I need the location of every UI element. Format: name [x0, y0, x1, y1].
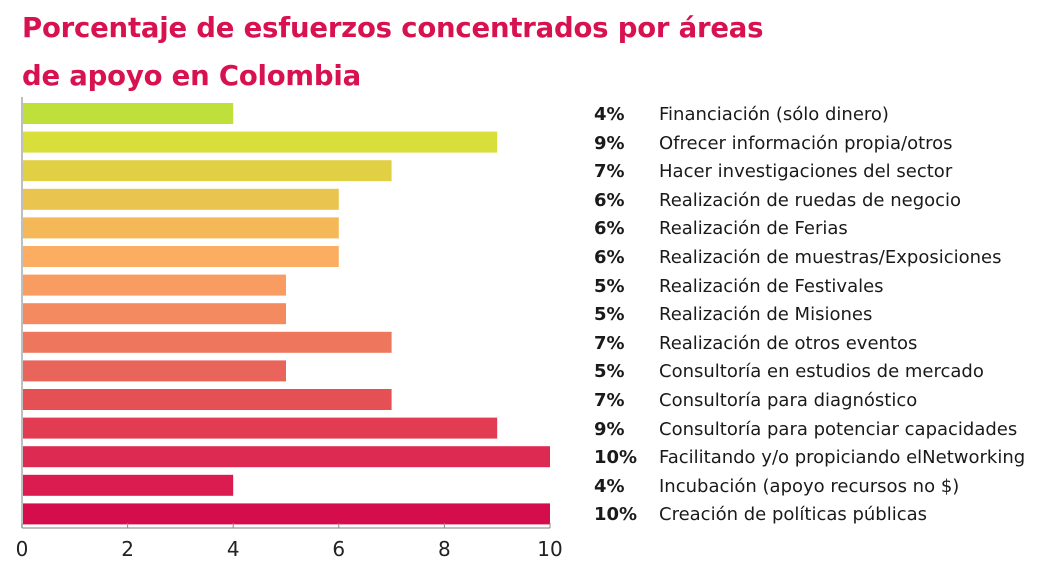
chart-title: Porcentaje de esfuerzos concentrados por… — [22, 4, 764, 100]
legend-percent: 10% — [594, 447, 638, 469]
x-tick-label: 8 — [438, 537, 451, 561]
legend-percent: 6% — [594, 218, 625, 240]
x-tick-label: 4 — [227, 537, 240, 561]
legend-label: Creación de políticas públicas — [659, 504, 928, 526]
legend-label: Realización de ruedas de negocio — [659, 189, 962, 211]
legend-label: Consultoría para diagnóstico — [659, 390, 918, 411]
legend-percent: 5% — [594, 275, 625, 297]
legend-label: Facilitando y/o propiciando elNetworking — [659, 447, 1026, 469]
legend-label: Incubación (apoyo recursos no $) — [659, 475, 960, 497]
legend-percent: 9% — [594, 418, 625, 440]
bar-7 — [23, 274, 286, 296]
bar-6 — [23, 246, 339, 267]
bar-8 — [23, 303, 286, 325]
bar-5 — [23, 217, 339, 239]
legend-label: Hacer investigaciones del sector — [659, 161, 953, 183]
legend-label: Realización de otros eventos — [659, 332, 918, 354]
legend-label: Consultoría para potenciar capacidades — [659, 418, 1018, 440]
bar-2 — [23, 131, 498, 153]
bar-chart: 0 2 4 6 8 10 — [16, 97, 563, 561]
bar-13 — [23, 446, 550, 468]
bars-group — [23, 103, 550, 525]
legend-percent: 5% — [594, 361, 625, 383]
legend-label: Realización de Festivales — [659, 275, 884, 297]
legend-label: Ofrecer información propia/otros — [659, 132, 953, 154]
legend-percent: 6% — [594, 247, 625, 268]
legend-percent: 10% — [594, 504, 638, 526]
legend-label: Consultoría en estudios de mercado — [659, 361, 984, 383]
x-tick-label: 6 — [332, 537, 345, 561]
bar-15 — [23, 503, 550, 525]
bar-3 — [23, 160, 392, 182]
chart-title-line-1: Porcentaje de esfuerzos concentrados por… — [22, 12, 764, 44]
bar-10 — [23, 360, 286, 382]
bar-14 — [23, 474, 234, 496]
bar-9 — [23, 331, 392, 353]
bar-12 — [23, 417, 498, 439]
legend-percent: 7% — [594, 390, 625, 411]
legend-label: Realización de muestras/Exposiciones — [659, 247, 1002, 268]
bar-4 — [23, 188, 339, 210]
legend-percent: 7% — [594, 332, 625, 354]
legend-percent: 4% — [594, 475, 625, 497]
legend-percent: 6% — [594, 189, 625, 211]
legend-label: Realización de Misiones — [659, 304, 873, 326]
x-axis: 0 2 4 6 8 10 — [16, 97, 563, 561]
chart-title-line-2: de apoyo en Colombia — [22, 60, 361, 92]
bar-1 — [23, 103, 234, 124]
legend-label: Financiación (sólo dinero) — [659, 104, 889, 125]
legend-percent: 4% — [594, 104, 625, 125]
x-tick-label: 0 — [16, 537, 29, 561]
x-tick-label: 10 — [537, 537, 562, 561]
legend-percent: 9% — [594, 132, 625, 154]
x-tick-label: 2 — [121, 537, 134, 561]
legend-label: Realización de Ferias — [659, 218, 848, 240]
legend-percent: 7% — [594, 161, 625, 183]
bar-11 — [23, 389, 392, 410]
legend-percent: 5% — [594, 304, 625, 326]
